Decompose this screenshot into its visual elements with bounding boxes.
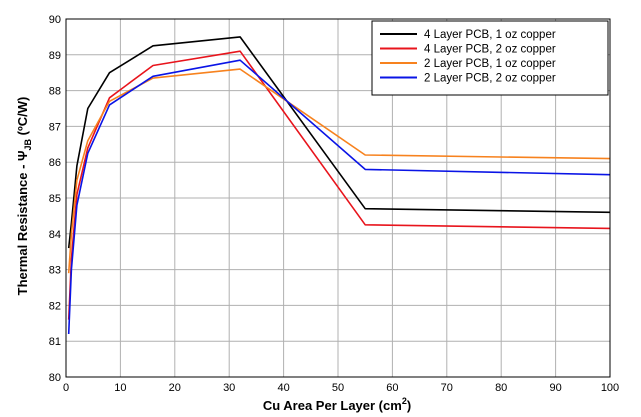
y-axis-title: Thermal Resistance - ΨJB (ºC/W)	[15, 97, 33, 296]
x-tick-label: 60	[386, 382, 398, 394]
legend: 4 Layer PCB, 1 oz copper 4 Layer PCB, 2 o…	[371, 20, 609, 96]
x-tick-labels: 0 10 20 30 40 50 60 70 80 90 100	[63, 382, 619, 394]
y-tick-label: 89	[49, 50, 61, 62]
legend-label-4: 2 Layer PCB, 2 oz copper	[424, 73, 556, 85]
legend-label-3: 2 Layer PCB, 1 oz copper	[424, 58, 556, 70]
y-tick-label: 84	[49, 229, 61, 241]
y-tick-label: 87	[49, 121, 61, 133]
plot-frame	[65, 18, 611, 378]
series-line-4	[67, 59, 611, 335]
y-tick-label: 85	[49, 193, 61, 205]
x-tick-label: 10	[114, 382, 126, 394]
y-tick-labels: 80 81 82 83 84 85 86 87 88 89 90	[49, 14, 61, 384]
x-tick-label: 20	[169, 382, 181, 394]
x-tick-label: 70	[441, 382, 453, 394]
y-tick-label: 86	[49, 157, 61, 169]
x-tick-label: 90	[549, 382, 561, 394]
x-tick-label: 40	[277, 382, 289, 394]
y-tick-label: 81	[49, 336, 61, 348]
x-tick-label: 50	[332, 382, 344, 394]
y-tick-label: 88	[49, 86, 61, 98]
x-axis-title: Cu Area Per Layer (cm2)	[263, 396, 411, 413]
legend-label-2: 4 Layer PCB, 2 oz copper	[424, 44, 556, 56]
series-line-1	[67, 36, 611, 249]
y-tick-label: 83	[49, 265, 61, 277]
series-layer	[67, 36, 611, 335]
y-tick-label: 80	[49, 372, 61, 384]
x-tick-label: 30	[223, 382, 235, 394]
series-line-2	[67, 50, 611, 320]
x-tick-label: 100	[601, 382, 619, 394]
series-line-3	[67, 68, 611, 274]
legend-items: 4 Layer PCB, 1 oz copper 4 Layer PCB, 2 o…	[380, 29, 556, 85]
x-tick-label: 0	[63, 382, 69, 394]
legend-label-1: 4 Layer PCB, 1 oz copper	[424, 29, 556, 41]
x-tick-label: 80	[495, 382, 507, 394]
y-tick-label: 82	[49, 300, 61, 312]
y-tick-label: 90	[49, 14, 61, 26]
